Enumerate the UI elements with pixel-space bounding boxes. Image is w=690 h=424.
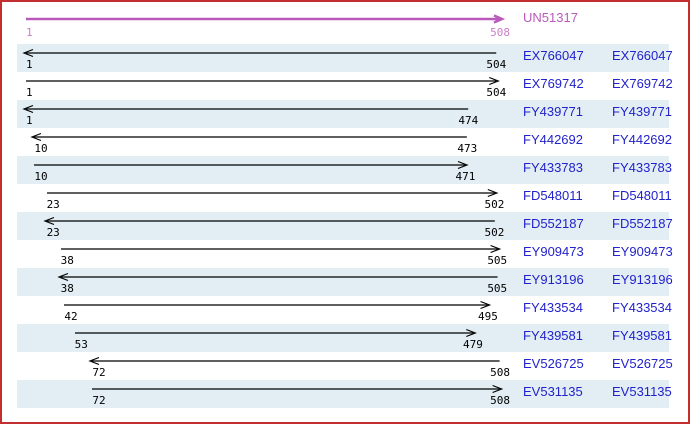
read-arrow	[88, 356, 500, 366]
read-end-coordinate: 504	[486, 86, 507, 99]
read-arrow	[92, 384, 504, 394]
read-start-coordinate: 72	[92, 394, 106, 407]
alignment-row	[17, 100, 669, 128]
read-end-coordinate: 508	[490, 394, 510, 407]
accession-link-secondary[interactable]: FY439581	[612, 328, 672, 343]
read-start-coordinate: 1	[26, 114, 33, 127]
accession-link[interactable]: EV531135	[523, 384, 583, 399]
accession-link-secondary[interactable]: FY433783	[612, 160, 672, 175]
read-end-coordinate: 505	[487, 282, 508, 295]
accession-link[interactable]: FY433534	[523, 300, 583, 315]
read-start-coordinate: 10	[34, 142, 48, 155]
accession-link-secondary[interactable]: FD552187	[612, 216, 673, 231]
accession-link[interactable]: EY909473	[523, 244, 584, 259]
read-end-coordinate: 505	[487, 254, 508, 267]
read-start-coordinate: 1	[26, 58, 33, 71]
accession-link-secondary[interactable]: FY442692	[612, 132, 672, 147]
read-arrow	[22, 104, 469, 114]
read-arrow	[42, 216, 495, 226]
accession-link-secondary[interactable]: FD548011	[612, 188, 672, 203]
alignment-row	[17, 380, 669, 408]
read-start-coordinate: 72	[92, 366, 106, 379]
reference-start-coordinate: 1	[26, 26, 33, 39]
accession-link[interactable]: FY433783	[523, 160, 583, 175]
accession-link[interactable]: EX766047	[523, 48, 584, 63]
accession-link-secondary[interactable]: FY433534	[612, 300, 672, 315]
read-end-coordinate: 473	[457, 142, 478, 155]
read-start-coordinate: 53	[74, 338, 88, 351]
read-start-coordinate: 38	[60, 254, 74, 267]
read-end-coordinate: 502	[484, 226, 505, 239]
reference-arrow	[26, 14, 506, 24]
accession-link[interactable]: FY439581	[523, 328, 583, 343]
alignment-row	[17, 44, 669, 72]
accession-link[interactable]: FY442692	[523, 132, 583, 147]
read-end-coordinate: 504	[486, 58, 507, 71]
read-start-coordinate: 1	[26, 86, 33, 99]
read-arrow	[56, 272, 498, 282]
read-arrow	[30, 132, 468, 142]
accession-link[interactable]: FD552187	[523, 216, 584, 231]
alignment-row	[17, 268, 669, 296]
accession-link-secondary[interactable]: EX766047	[612, 48, 673, 63]
read-arrow	[22, 48, 497, 58]
accession-link-secondary[interactable]: FY439771	[612, 104, 672, 119]
read-end-coordinate: 479	[463, 338, 483, 351]
read-arrow	[60, 244, 501, 254]
read-end-coordinate: 502	[484, 198, 505, 211]
read-end-coordinate: 471	[455, 170, 476, 183]
accession-link[interactable]: EY913196	[523, 272, 584, 287]
read-start-coordinate: 10	[34, 170, 48, 183]
read-arrow	[26, 76, 500, 86]
read-end-coordinate: 495	[477, 310, 498, 323]
reference-end-coordinate: 508	[490, 26, 510, 39]
reference-name: UN51317	[523, 10, 578, 25]
read-arrow	[34, 160, 470, 170]
read-end-coordinate: 474	[458, 114, 479, 127]
accession-link[interactable]: EV526725	[523, 356, 584, 371]
read-start-coordinate: 23	[46, 198, 60, 211]
read-start-coordinate: 42	[64, 310, 78, 323]
accession-link[interactable]: EX769742	[523, 76, 584, 91]
read-start-coordinate: 23	[46, 226, 60, 239]
read-end-coordinate: 508	[490, 366, 510, 379]
read-arrow	[46, 188, 499, 198]
alignment-row	[17, 156, 669, 184]
read-start-coordinate: 38	[60, 282, 74, 295]
read-arrow	[64, 300, 492, 310]
accession-link-secondary[interactable]: EY909473	[612, 244, 673, 259]
accession-link[interactable]: FY439771	[523, 104, 583, 119]
accession-link-secondary[interactable]: EV531135	[612, 384, 672, 399]
accession-link-secondary[interactable]: EX769742	[612, 76, 673, 91]
accession-link-secondary[interactable]: EV526725	[612, 356, 673, 371]
accession-link-secondary[interactable]: EY913196	[612, 272, 673, 287]
alignment-row	[17, 212, 669, 240]
alignment-row	[17, 324, 669, 352]
accession-link[interactable]: FD548011	[523, 188, 583, 203]
read-arrow	[74, 328, 477, 338]
